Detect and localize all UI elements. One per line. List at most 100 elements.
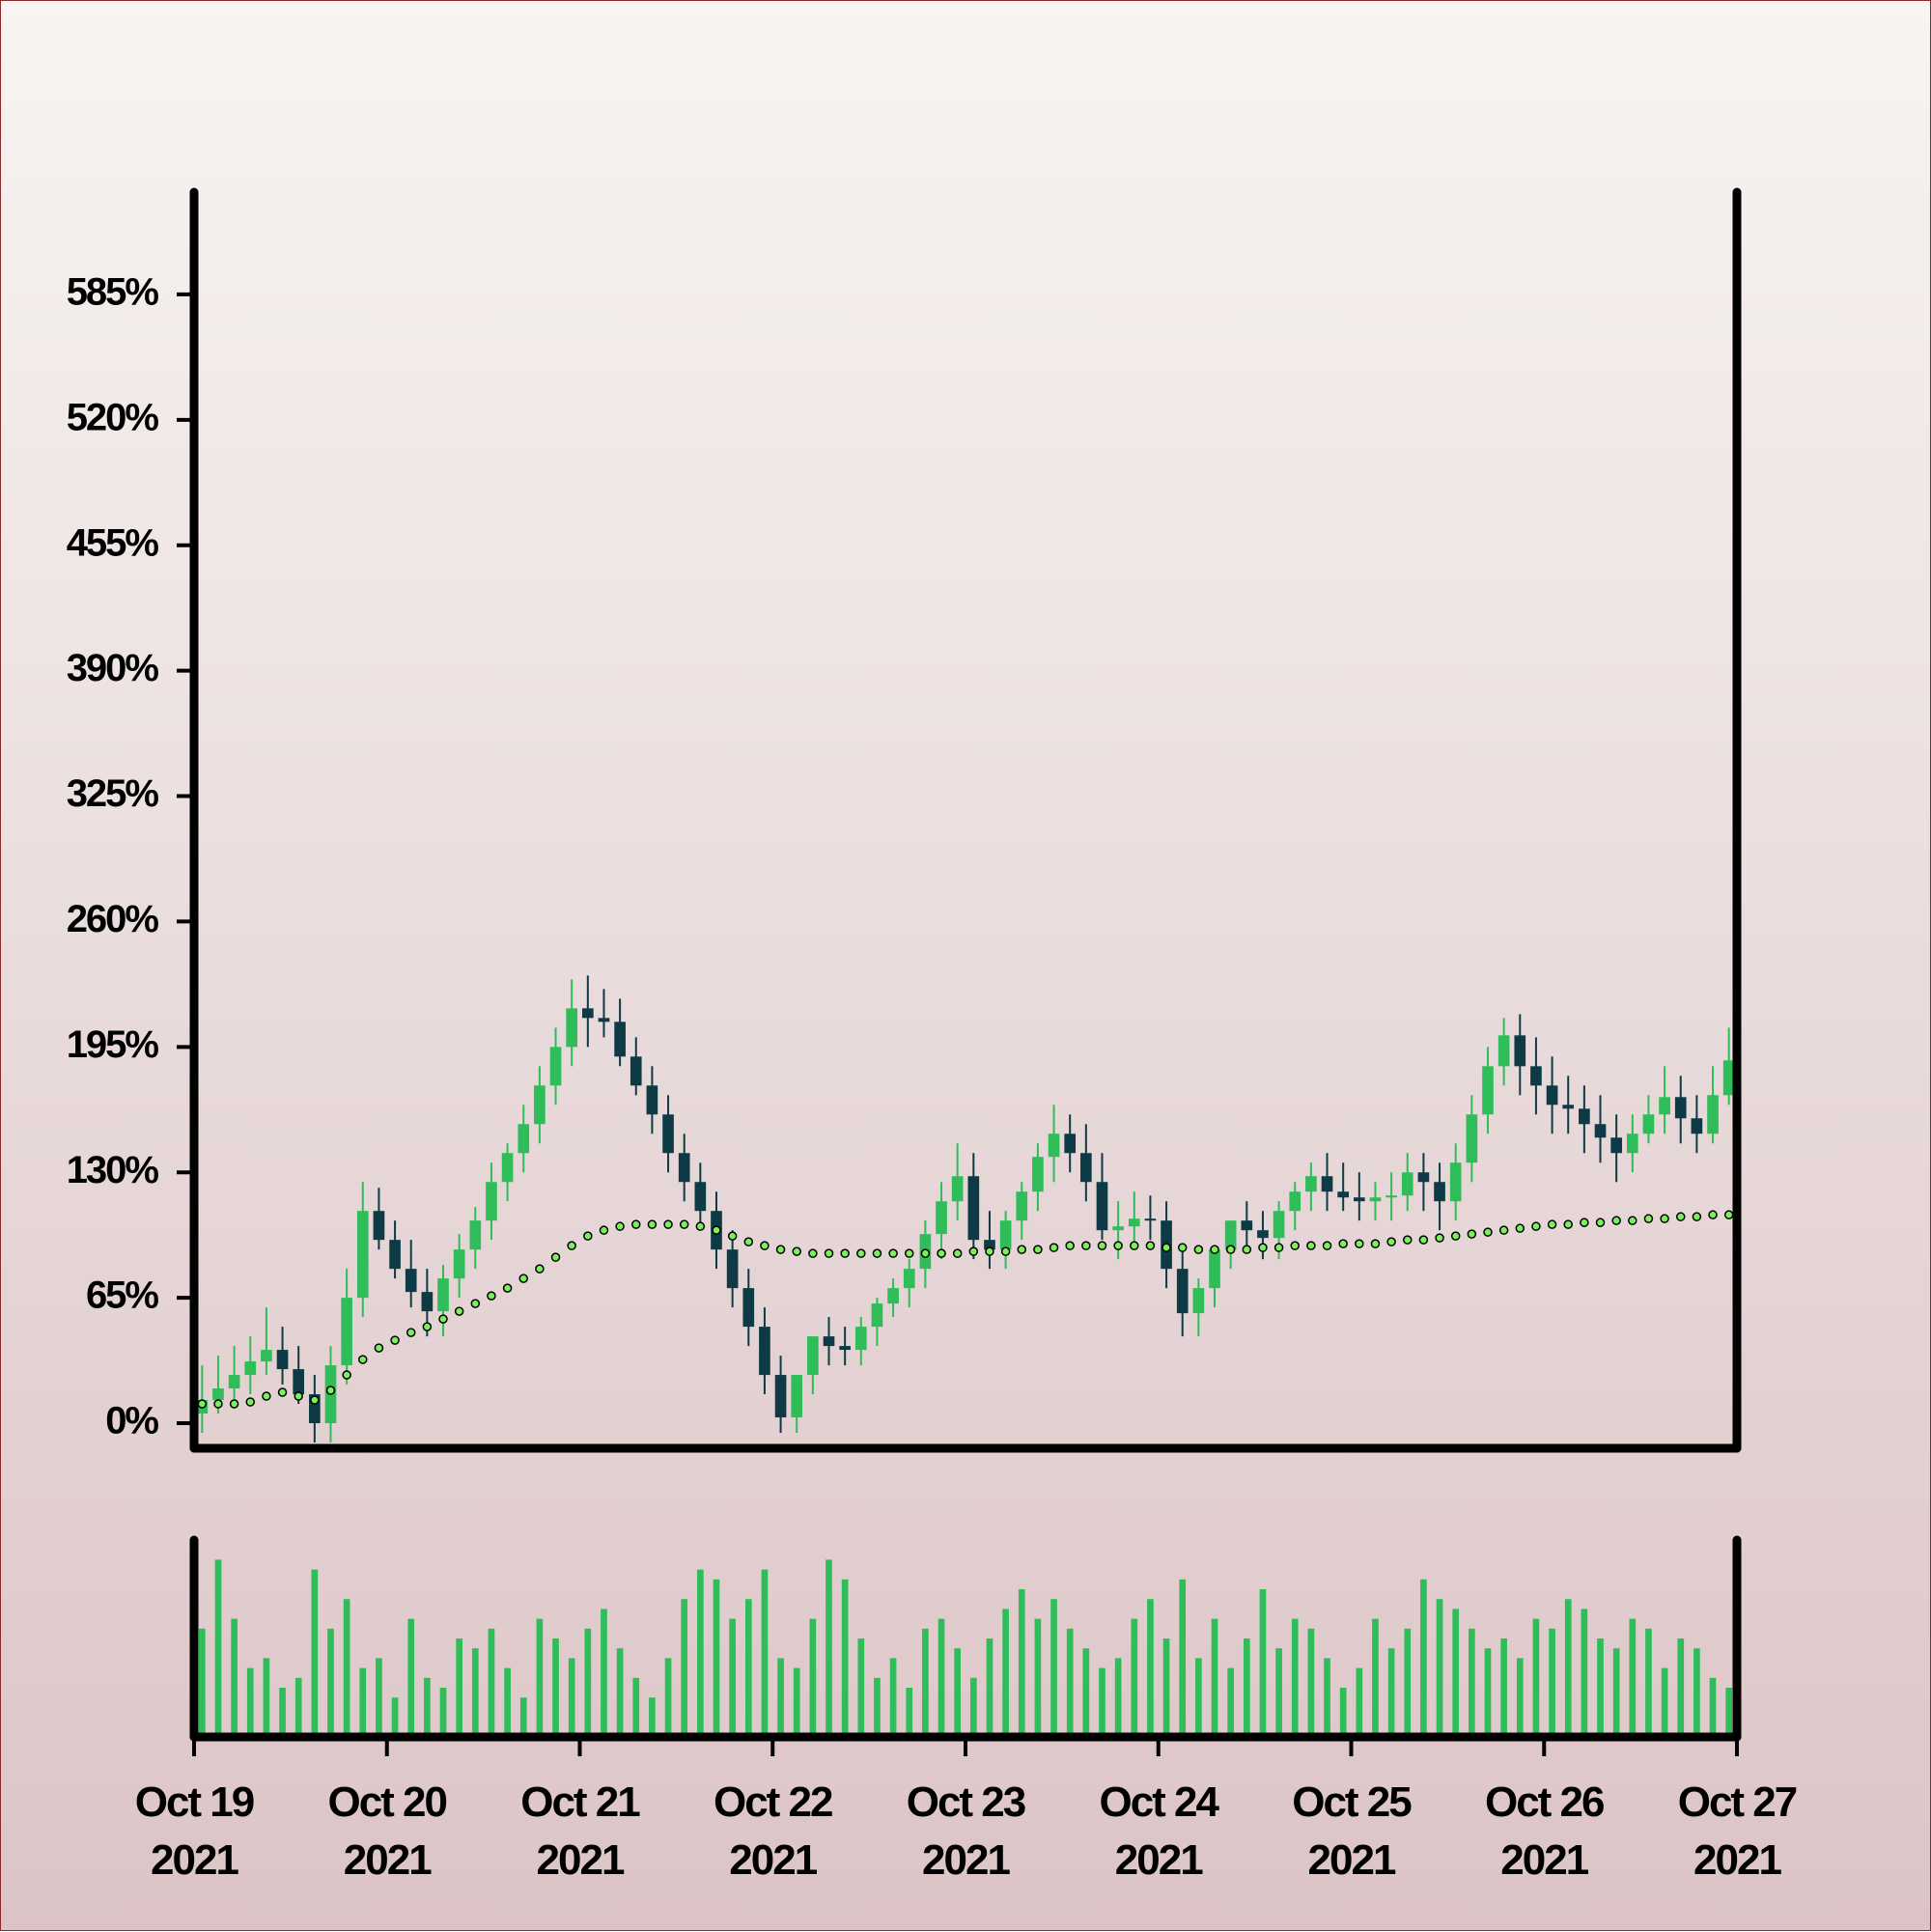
volume-bar (1387, 1648, 1395, 1737)
candle-body (646, 1085, 658, 1115)
volume-bar (1324, 1658, 1330, 1737)
volume-bar (1034, 1618, 1042, 1737)
volume-bar (519, 1697, 527, 1737)
candle-body (1642, 1114, 1655, 1134)
volume-bar (1066, 1628, 1074, 1737)
volume-bar (456, 1638, 462, 1737)
volume-bar (1162, 1638, 1170, 1737)
candle-body (839, 1346, 851, 1351)
candle-body (630, 1056, 642, 1086)
volume-bar (1693, 1648, 1700, 1737)
candle-body (1659, 1097, 1670, 1115)
volume-bar (681, 1599, 688, 1737)
candle-body (437, 1278, 449, 1312)
volume-bar (1339, 1688, 1347, 1737)
volume-bar (713, 1579, 720, 1737)
candle-body (1707, 1095, 1719, 1134)
volume-bar (263, 1658, 270, 1737)
ma-point (1225, 1245, 1236, 1254)
volume-bar (1131, 1618, 1138, 1737)
candle-body (228, 1375, 240, 1389)
candle-body (1064, 1134, 1077, 1154)
ma-point (262, 1391, 271, 1401)
volume-bar (1082, 1648, 1090, 1737)
candle-body (261, 1350, 272, 1362)
volume-bar (359, 1667, 367, 1737)
y-tick-label: 260% (67, 898, 159, 940)
volume-bar (214, 1559, 222, 1737)
ma-point (1322, 1241, 1332, 1250)
candle-body (1128, 1218, 1140, 1227)
candle-body (1257, 1230, 1269, 1239)
ma-point (1242, 1245, 1252, 1254)
volume-bar (1725, 1688, 1733, 1737)
candle-body (1691, 1118, 1703, 1134)
candle-body (1626, 1134, 1638, 1154)
volume-bar (391, 1697, 399, 1737)
ma-point (487, 1291, 496, 1301)
candle-body (518, 1124, 530, 1154)
volume-bar (697, 1569, 704, 1737)
y-tick-label: 520% (67, 396, 159, 438)
candle-body (1273, 1211, 1285, 1239)
candle-body (581, 1008, 594, 1019)
ma-point (727, 1231, 738, 1241)
volume-bar (1645, 1628, 1652, 1737)
ma-point (1273, 1243, 1284, 1252)
volume-bar (1002, 1609, 1009, 1737)
ma-point (567, 1241, 576, 1250)
volume-bar (504, 1667, 511, 1737)
ma-point (438, 1314, 448, 1324)
y-tick-label: 0% (105, 1400, 158, 1442)
candle-body (1080, 1153, 1092, 1183)
ma-point (1177, 1243, 1188, 1252)
ma-point (904, 1248, 914, 1258)
candle-body (389, 1240, 401, 1270)
candle-body (1434, 1182, 1445, 1202)
ma-point (1563, 1219, 1573, 1229)
candle-body (1289, 1191, 1301, 1212)
ma-point (1065, 1241, 1075, 1250)
candle-body (1417, 1172, 1430, 1183)
ma-point (1081, 1241, 1091, 1250)
candle-body (742, 1288, 755, 1328)
ma-point (743, 1237, 754, 1246)
candle-body (903, 1269, 915, 1289)
candle-body (1209, 1249, 1220, 1289)
ma-point (518, 1274, 528, 1283)
candle-body (598, 1018, 610, 1022)
candle-body (293, 1369, 305, 1395)
y-tick-label: 585% (67, 270, 159, 313)
volume-bar (1404, 1628, 1412, 1737)
candle-body (951, 1176, 964, 1202)
y-tick-label: 390% (67, 647, 159, 689)
volume-bar (1500, 1638, 1507, 1737)
candle-body (1353, 1197, 1365, 1202)
volume-bar (343, 1599, 350, 1737)
ma-point (1611, 1216, 1621, 1225)
ma-point (1498, 1225, 1509, 1235)
volume-bar (601, 1609, 607, 1737)
ma-point (968, 1246, 979, 1256)
ma-point (1675, 1212, 1686, 1221)
ma-point (599, 1225, 609, 1235)
volume-bar (616, 1648, 624, 1737)
volume-bar (327, 1628, 334, 1737)
ma-point (1692, 1212, 1702, 1221)
candle-body (421, 1292, 434, 1312)
volume-bar (1629, 1618, 1637, 1737)
volume-bar (1532, 1618, 1540, 1737)
ma-point (1595, 1218, 1606, 1227)
candle-body (1369, 1197, 1382, 1202)
ma-point (1370, 1239, 1381, 1248)
volume-bar (664, 1658, 672, 1737)
ma-point (920, 1248, 931, 1258)
volume-bar (1564, 1599, 1572, 1737)
volume-bar (649, 1697, 656, 1737)
candle-body (1579, 1108, 1590, 1125)
candle-body (1224, 1220, 1237, 1250)
candle-body (1497, 1035, 1510, 1067)
x-tick-label: Oct 21 2021 (520, 1778, 641, 1884)
volume-bar (986, 1638, 993, 1737)
ma-point (1113, 1241, 1123, 1250)
